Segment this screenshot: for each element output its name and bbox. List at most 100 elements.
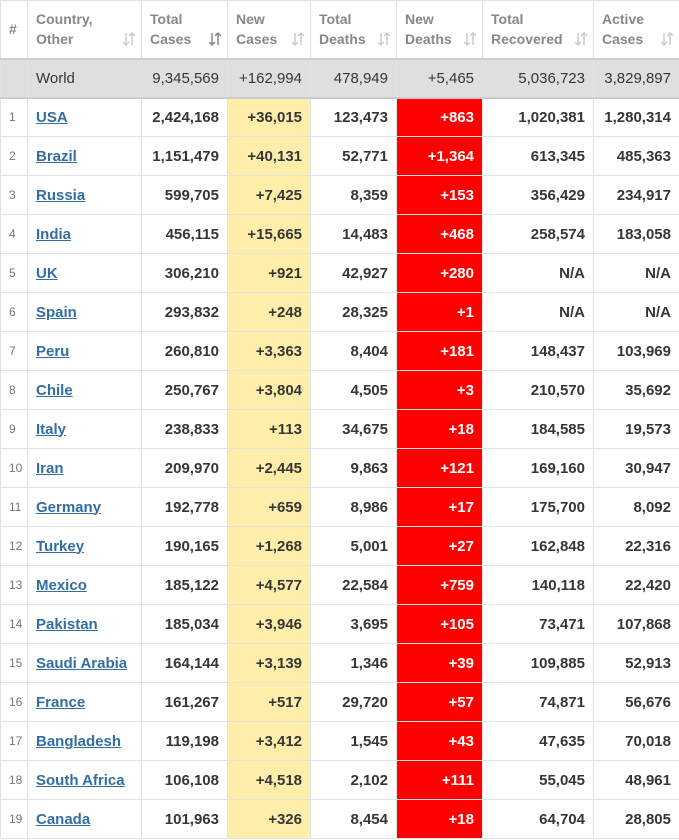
number-cell: N/A — [482, 292, 594, 332]
country-link[interactable]: Spain — [36, 303, 77, 321]
number-cell: 8,359 — [310, 175, 397, 215]
new-deaths-cell: +17 — [396, 487, 483, 527]
number-cell: 161,267 — [141, 682, 228, 722]
column-header[interactable]: Active Cases — [593, 0, 679, 60]
country-row: 15 Saudi Arabia 164,144 +3,139 1,346 +39 109,8… — [0, 643, 679, 683]
new-deaths-cell: +57 — [396, 682, 483, 722]
column-header[interactable]: New Deaths — [396, 0, 483, 60]
new-deaths-cell: +27 — [396, 526, 483, 566]
country-link[interactable]: Germany — [36, 498, 102, 516]
country-cell: Peru — [27, 331, 142, 371]
country-link[interactable]: Brazil — [36, 147, 77, 165]
new-deaths-cell: +468 — [396, 214, 483, 254]
header-text: Deaths — [405, 31, 452, 48]
rank-cell: 17 — [0, 721, 28, 761]
country-cell: UK — [27, 253, 142, 293]
new-cases-cell: +3,946 — [227, 604, 311, 644]
rank-cell — [0, 58, 28, 99]
sort-icon[interactable] — [464, 31, 476, 46]
country-link[interactable]: Pakistan — [36, 615, 98, 633]
country-row: 16 France 161,267 +517 29,720 +57 74,871 56,676 — [0, 682, 679, 722]
number-cell: 22,316 — [593, 526, 679, 566]
number-cell: 30,947 — [593, 448, 679, 488]
number-cell: N/A — [482, 253, 594, 293]
number-cell: 109,885 — [482, 643, 594, 683]
number-cell: 28,805 — [593, 799, 679, 839]
number-cell: 210,570 — [482, 370, 594, 410]
column-header[interactable]: Total Cases — [141, 0, 228, 60]
number-cell: 2,102 — [310, 760, 397, 800]
number-cell: 3,695 — [310, 604, 397, 644]
number-cell: 8,986 — [310, 487, 397, 527]
sort-icon[interactable] — [209, 31, 221, 46]
number-cell: 293,832 — [141, 292, 228, 332]
country-row: 10 Iran 209,970 +2,445 9,863 +121 169,160 30,94… — [0, 448, 679, 488]
number-cell: 250,767 — [141, 370, 228, 410]
country-link[interactable]: Italy — [36, 420, 67, 438]
country-link[interactable]: Turkey — [36, 537, 85, 555]
country-link[interactable]: India — [36, 225, 72, 243]
world-cell: 3,829,897 — [593, 58, 679, 99]
number-cell: 185,034 — [141, 604, 228, 644]
country-link[interactable]: Canada — [36, 810, 91, 828]
sort-icon[interactable] — [661, 31, 673, 46]
number-cell: 103,969 — [593, 331, 679, 371]
new-deaths-cell: +863 — [396, 97, 483, 137]
new-cases-cell: +2,445 — [227, 448, 311, 488]
number-cell: 29,720 — [310, 682, 397, 722]
column-header[interactable]: New Cases — [227, 0, 311, 60]
header-text: # — [9, 21, 17, 38]
column-header[interactable]: Country, Other — [27, 0, 142, 60]
country-row: 2 Brazil 1,151,479 +40,131 52,771 +1,364 613,3… — [0, 136, 679, 176]
table-body: World 9,345,569 +162,994 478,949 +5,465 5,036… — [0, 58, 679, 839]
rank-cell: 4 — [0, 214, 28, 254]
country-row: 4 India 456,115 +15,665 14,483 +468 258,574 183… — [0, 214, 679, 254]
header-text: Cases — [236, 31, 278, 48]
number-cell: 599,705 — [141, 175, 228, 215]
country-link[interactable]: Russia — [36, 186, 86, 204]
country-link[interactable]: Iran — [36, 459, 64, 477]
country-link[interactable]: USA — [36, 108, 68, 126]
country-link[interactable]: Peru — [36, 342, 70, 360]
number-cell: 8,404 — [310, 331, 397, 371]
country-link[interactable]: South Africa — [36, 771, 125, 789]
new-cases-cell: +517 — [227, 682, 311, 722]
number-cell: 19,573 — [593, 409, 679, 449]
country-row: 6 Spain 293,832 +248 28,325 +1 N/A N/A — [0, 292, 679, 332]
country-row: 9 Italy 238,833 +113 34,675 +18 184,585 19,573 — [0, 409, 679, 449]
country-link[interactable]: France — [36, 693, 86, 711]
number-cell: 234,917 — [593, 175, 679, 215]
number-cell: 123,473 — [310, 97, 397, 137]
number-cell: 34,675 — [310, 409, 397, 449]
number-cell: 64,704 — [482, 799, 594, 839]
number-cell: 101,963 — [141, 799, 228, 839]
number-cell: N/A — [593, 253, 679, 293]
column-header[interactable]: Total Deaths — [310, 0, 397, 60]
country-row: 11 Germany 192,778 +659 8,986 +17 175,700 8,092 — [0, 487, 679, 527]
rank-cell: 1 — [0, 97, 28, 137]
new-cases-cell: +40,131 — [227, 136, 311, 176]
number-cell: 1,020,381 — [482, 97, 594, 137]
rank-cell: 7 — [0, 331, 28, 371]
new-deaths-cell: +181 — [396, 331, 483, 371]
country-link[interactable]: Saudi Arabia — [36, 654, 128, 672]
sort-icon[interactable] — [575, 31, 587, 46]
country-link[interactable]: Chile — [36, 381, 73, 399]
header-text: Country, — [36, 11, 93, 28]
country-cell: Germany — [27, 487, 142, 527]
country-link[interactable]: UK — [36, 264, 58, 282]
rank-cell: 8 — [0, 370, 28, 410]
column-header[interactable]: Total Recovered — [482, 0, 594, 60]
sort-icon[interactable] — [292, 31, 304, 46]
number-cell: 47,635 — [482, 721, 594, 761]
country-row: 12 Turkey 190,165 +1,268 5,001 +27 162,848 22,3… — [0, 526, 679, 566]
country-link[interactable]: Mexico — [36, 576, 87, 594]
country-link[interactable]: Bangladesh — [36, 732, 122, 750]
sort-icon[interactable] — [378, 31, 390, 46]
sort-icon[interactable] — [123, 31, 135, 46]
number-cell: 164,144 — [141, 643, 228, 683]
number-cell: 9,863 — [310, 448, 397, 488]
new-deaths-cell: +105 — [396, 604, 483, 644]
country-row: 1 USA 2,424,168 +36,015 123,473 +863 1,020,381… — [0, 97, 679, 137]
